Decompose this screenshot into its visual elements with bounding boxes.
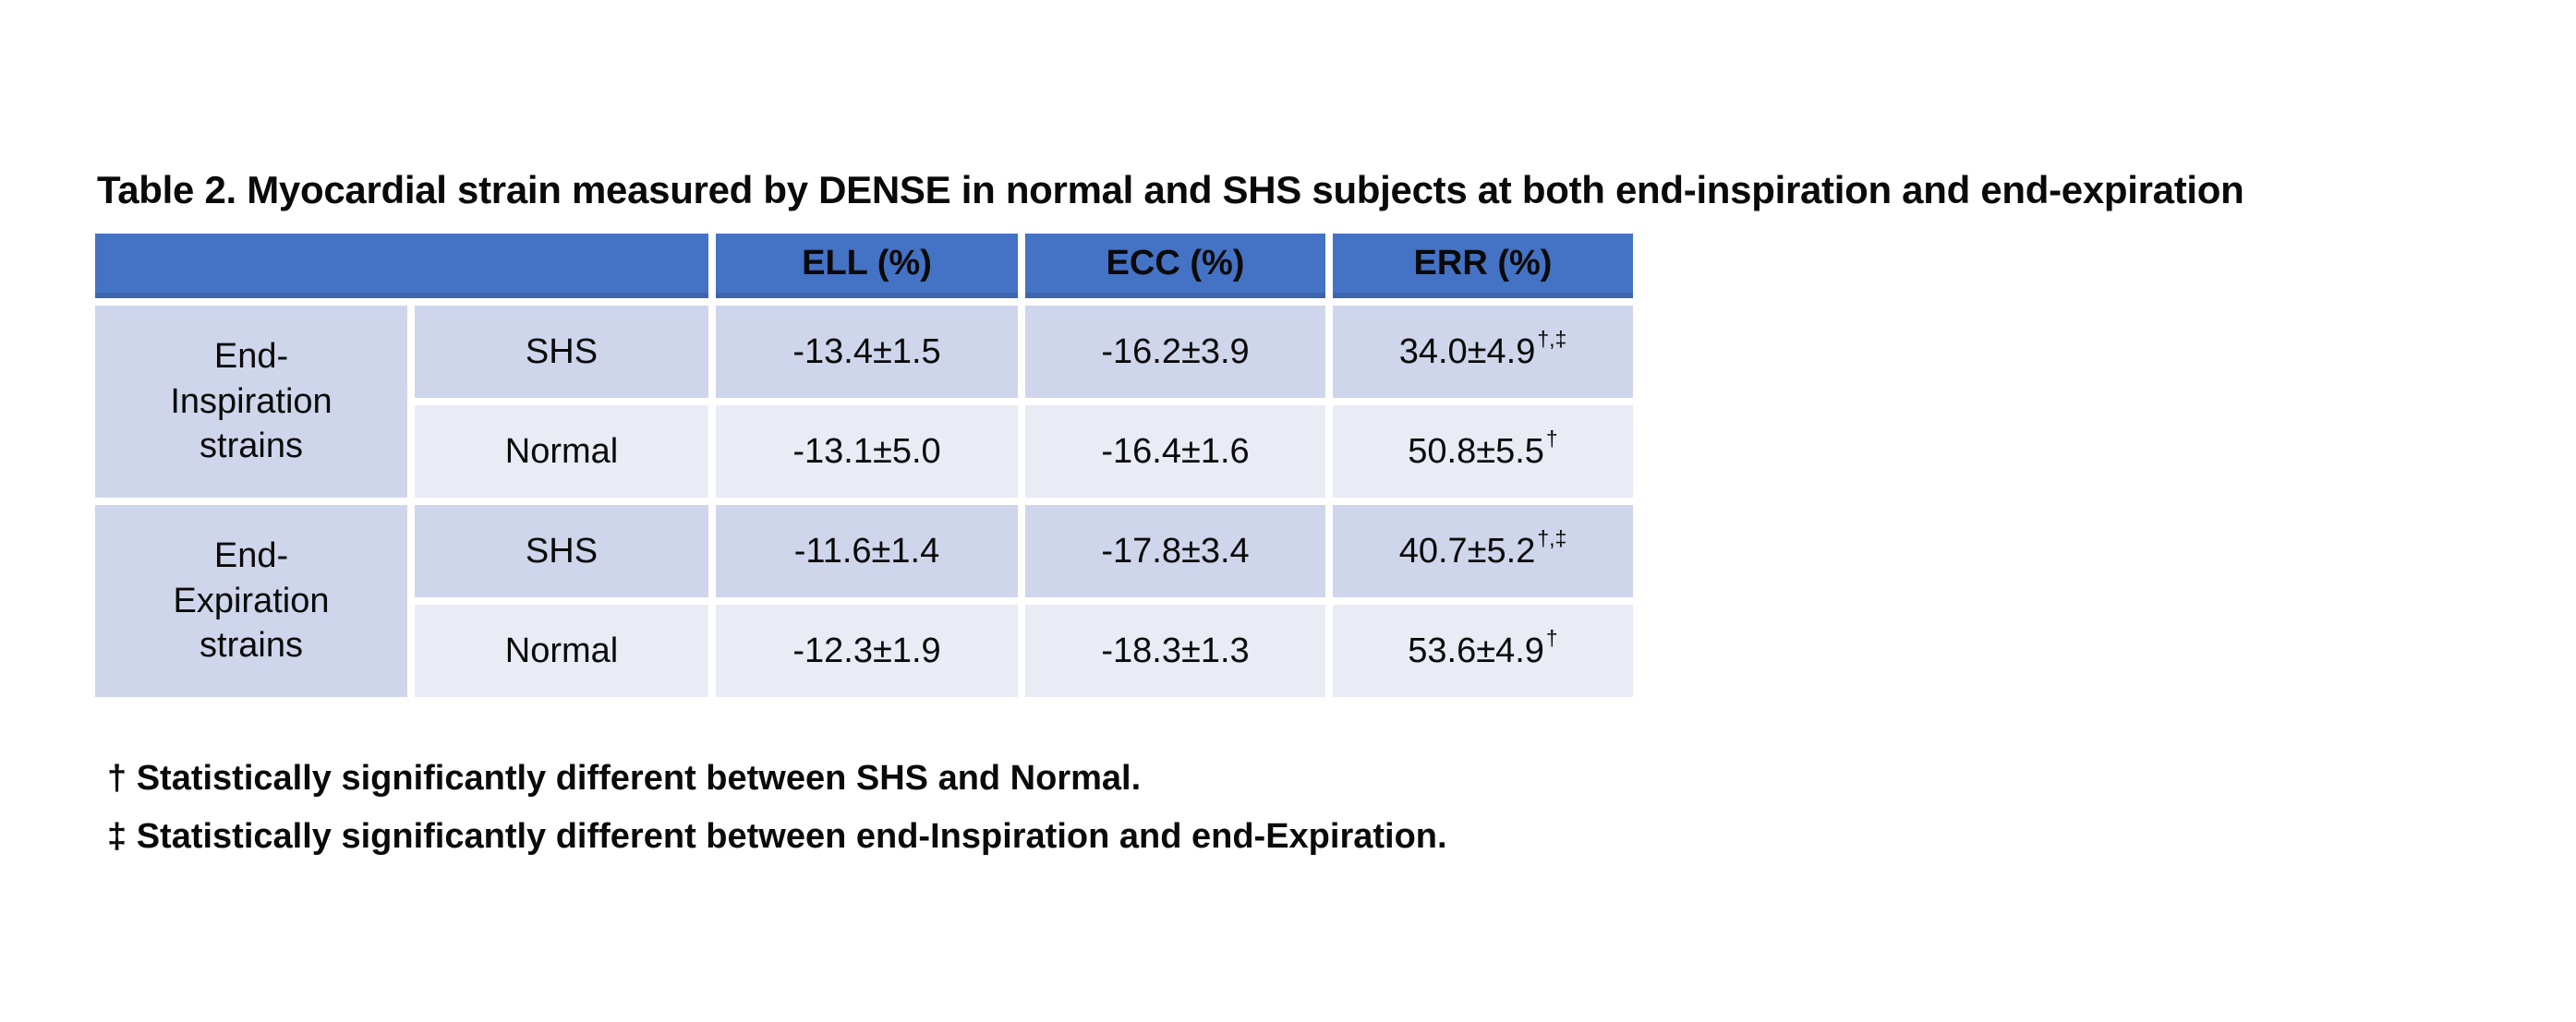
header-err: ERR (%) (1333, 234, 1633, 298)
ell-value: -11.6±1.4 (716, 505, 1018, 597)
footnote-dagger: † Statistically significantly different … (107, 759, 1142, 798)
err-number: 53.6±4.9 (1408, 631, 1544, 670)
myocardial-strain-table: ELL (%) ECC (%) ERR (%) End- Inspiration… (88, 226, 1640, 704)
err-value: 34.0±4.9†,‡ (1333, 306, 1633, 398)
ell-value: -12.3±1.9 (716, 605, 1018, 697)
header-ecc: ECC (%) (1025, 234, 1325, 298)
ell-value: -13.4±1.5 (716, 306, 1018, 398)
ecc-value: -18.3±1.3 (1025, 605, 1325, 697)
table-row: End- Expiration strains SHS -11.6±1.4 -1… (95, 505, 1633, 697)
significance-markers: † (1545, 625, 1558, 650)
err-value: 40.7±5.2†,‡ (1333, 505, 1633, 597)
significance-markers: †,‡ (1537, 525, 1567, 550)
header-ell: ELL (%) (716, 234, 1018, 298)
ecc-value: -16.2±3.9 (1025, 306, 1325, 398)
rowgroup-end-inspiration: End- Inspiration strains (95, 306, 407, 498)
cohort-cell: Normal (415, 405, 708, 498)
err-value: 53.6±4.9† (1333, 605, 1633, 697)
header-row: ELL (%) ECC (%) ERR (%) (95, 234, 1633, 298)
footnote-double-dagger: ‡ Statistically significantly different … (107, 817, 1447, 856)
table-title: Table 2. Myocardial strain measured by D… (97, 168, 2244, 211)
footnotes: † Statistically significantly different … (107, 750, 1447, 866)
err-number: 40.7±5.2 (1398, 531, 1536, 571)
header-empty-cell (95, 234, 708, 298)
table-row: End- Inspiration strains SHS -13.4±1.5 -… (95, 306, 1633, 498)
err-number: 50.8±5.5 (1408, 431, 1544, 471)
ell-value: -13.1±5.0 (716, 405, 1018, 498)
cohort-cell: Normal (415, 605, 708, 697)
table-row: Normal -13.1±5.0 -16.4±1.6 50.8±5.5† (95, 405, 1633, 498)
err-value: 50.8±5.5† (1333, 405, 1633, 498)
ecc-value: -17.8±3.4 (1025, 505, 1325, 597)
significance-markers: † (1545, 426, 1558, 451)
err-number: 34.0±4.9 (1398, 331, 1536, 371)
strain-table: ELL (%) ECC (%) ERR (%) End- Inspiration… (88, 226, 1640, 704)
table-row: Normal -12.3±1.9 -18.3±1.3 53.6±4.9† (95, 605, 1633, 697)
significance-markers: †,‡ (1537, 326, 1567, 351)
cohort-cell: SHS (415, 505, 708, 597)
cohort-cell: SHS (415, 306, 708, 398)
ecc-value: -16.4±1.6 (1025, 405, 1325, 498)
rowgroup-end-expiration: End- Expiration strains (95, 505, 407, 697)
